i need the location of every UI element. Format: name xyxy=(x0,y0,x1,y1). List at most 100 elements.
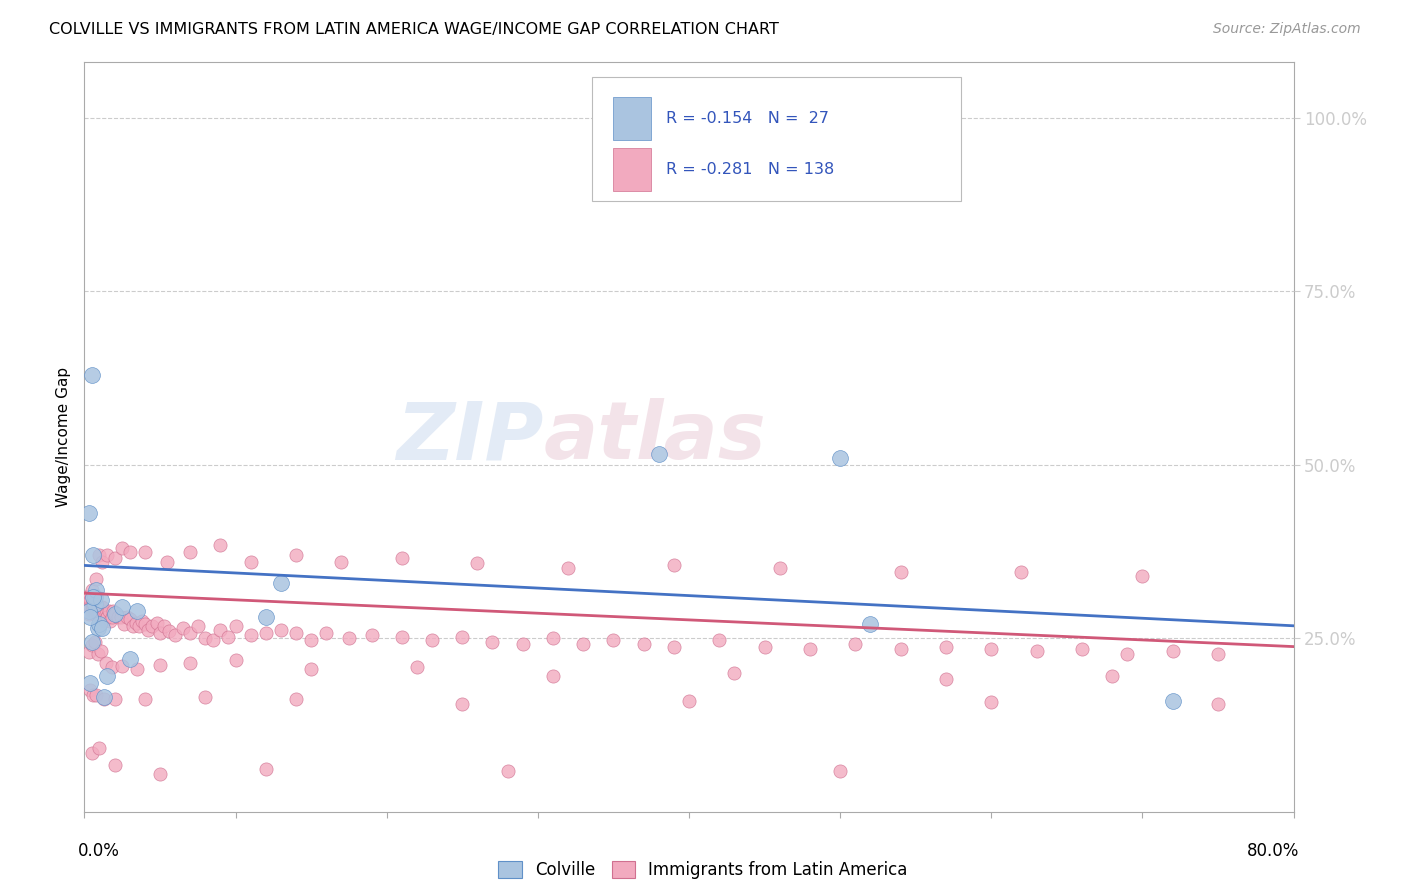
Point xyxy=(194,690,217,705)
Point xyxy=(239,628,262,642)
Point xyxy=(179,544,201,558)
Point xyxy=(360,628,382,642)
Point xyxy=(89,607,111,621)
Point xyxy=(799,641,821,656)
Point xyxy=(406,660,429,674)
Point xyxy=(84,597,107,611)
Point xyxy=(97,603,120,617)
Point xyxy=(859,617,882,632)
Point xyxy=(104,607,127,621)
Point xyxy=(678,694,700,708)
Point xyxy=(225,653,247,667)
Point xyxy=(541,669,564,683)
Point xyxy=(451,697,474,711)
Point xyxy=(141,619,163,633)
Point xyxy=(187,619,209,633)
Point xyxy=(330,555,353,569)
Point xyxy=(136,623,159,637)
Point xyxy=(94,607,117,621)
Point xyxy=(709,632,731,647)
Point xyxy=(769,560,792,574)
Point xyxy=(76,590,98,604)
Point xyxy=(91,600,114,615)
Point xyxy=(82,688,104,702)
Point xyxy=(89,548,111,562)
Point xyxy=(209,538,232,552)
Legend: Colville, Immigrants from Latin America: Colville, Immigrants from Latin America xyxy=(498,861,908,880)
Point xyxy=(93,614,115,628)
Point xyxy=(96,669,118,683)
Point xyxy=(179,656,201,670)
Point xyxy=(149,766,172,780)
Point xyxy=(104,692,127,706)
Point xyxy=(239,555,262,569)
Point xyxy=(87,647,110,661)
Text: 0.0%: 0.0% xyxy=(79,842,120,860)
Point xyxy=(90,644,112,658)
Point xyxy=(1116,647,1139,661)
Point xyxy=(80,638,103,652)
Point xyxy=(125,615,148,630)
Point xyxy=(111,600,134,615)
Point xyxy=(77,607,100,621)
Point xyxy=(80,746,103,760)
Point xyxy=(299,663,322,677)
Point xyxy=(254,762,277,776)
Text: COLVILLE VS IMMIGRANTS FROM LATIN AMERICA WAGE/INCOME GAP CORRELATION CHART: COLVILLE VS IMMIGRANTS FROM LATIN AMERIC… xyxy=(49,22,779,37)
Point xyxy=(662,640,685,654)
Point xyxy=(254,610,277,624)
Point xyxy=(104,607,127,621)
Text: 80.0%: 80.0% xyxy=(1247,842,1299,860)
Point xyxy=(93,692,115,706)
Bar xyxy=(613,97,651,140)
Point xyxy=(1130,569,1153,583)
Point xyxy=(201,632,224,647)
Point xyxy=(420,632,443,647)
Point xyxy=(541,632,564,646)
Point xyxy=(1206,697,1229,711)
Point xyxy=(1161,644,1184,658)
Point xyxy=(127,603,149,617)
Point xyxy=(165,628,187,642)
Point xyxy=(146,615,169,630)
Point xyxy=(467,557,489,571)
Point xyxy=(87,607,110,621)
Point xyxy=(86,582,108,597)
Point xyxy=(77,590,100,604)
Point xyxy=(980,641,1002,656)
Point xyxy=(134,692,156,706)
Point xyxy=(77,603,100,617)
Point xyxy=(84,634,107,648)
Point xyxy=(131,614,153,628)
Y-axis label: Wage/Income Gap: Wage/Income Gap xyxy=(56,367,72,508)
Point xyxy=(1161,694,1184,708)
Point xyxy=(830,764,852,779)
Point xyxy=(104,757,127,772)
Point xyxy=(107,610,129,624)
Point xyxy=(79,593,101,607)
Point xyxy=(87,600,110,615)
Point xyxy=(76,600,98,615)
Point xyxy=(82,548,104,562)
Point xyxy=(118,612,141,626)
Point xyxy=(153,619,176,633)
Point xyxy=(285,548,308,562)
Point xyxy=(557,560,579,574)
Point xyxy=(285,625,308,640)
Point xyxy=(648,447,671,461)
Point xyxy=(79,676,101,690)
Point xyxy=(299,632,322,647)
Point xyxy=(391,551,413,566)
Point xyxy=(75,590,97,604)
Point xyxy=(451,630,474,644)
Point xyxy=(1101,669,1123,683)
Point xyxy=(86,600,108,615)
Point xyxy=(111,541,134,555)
Point xyxy=(391,630,413,644)
Point xyxy=(156,555,179,569)
Point xyxy=(86,688,108,702)
Point xyxy=(96,548,118,562)
Point xyxy=(935,640,957,654)
Point xyxy=(254,625,277,640)
Point xyxy=(217,630,239,644)
